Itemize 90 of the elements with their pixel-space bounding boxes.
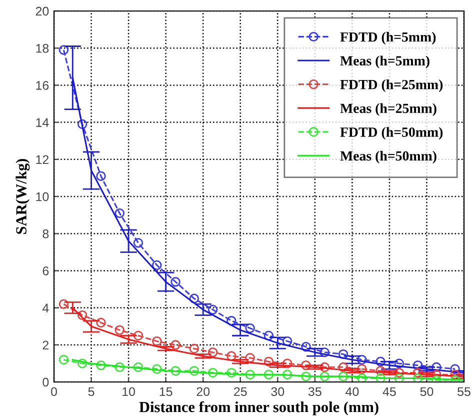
x-axis-title: Distance from inner south pole (mm) <box>139 401 378 416</box>
point <box>394 368 404 378</box>
point <box>376 356 386 366</box>
point <box>245 353 255 363</box>
legend-label: FDTD (h=25mm) <box>340 80 443 92</box>
point <box>301 360 311 370</box>
point <box>58 299 69 309</box>
point <box>77 358 88 368</box>
point <box>412 368 423 378</box>
x-tick-label: 20 <box>196 387 210 396</box>
point <box>96 360 106 370</box>
line-series <box>72 358 464 381</box>
x-tick-label: 10 <box>122 387 136 396</box>
point <box>320 362 330 372</box>
legend-label: FDTD (h=50mm) <box>340 127 443 140</box>
y-tick-label: 2 <box>42 340 49 350</box>
x-tick-label: 45 <box>382 387 396 396</box>
point <box>245 323 255 334</box>
y-tick-label: 14 <box>36 118 49 127</box>
point <box>114 208 124 218</box>
point <box>264 370 274 380</box>
point <box>412 360 423 370</box>
point <box>96 318 106 328</box>
legend-label: Meas (h=5mm) <box>340 56 430 68</box>
point <box>301 342 311 352</box>
point <box>282 370 292 380</box>
x-tick-label: 35 <box>308 387 322 396</box>
point <box>170 366 180 376</box>
x-tick-label: 30 <box>271 387 284 396</box>
y-tick-label: 8 <box>42 229 49 238</box>
point <box>432 370 442 380</box>
point <box>394 358 404 368</box>
point <box>152 364 162 374</box>
point <box>320 372 330 382</box>
point <box>77 119 88 130</box>
legend-label: FDTD (h=5mm) <box>340 32 436 45</box>
x-tick-label: 55 <box>458 387 470 396</box>
point <box>282 336 292 346</box>
point <box>338 362 348 372</box>
x-tick-label: 25 <box>234 387 247 396</box>
point <box>357 354 367 365</box>
point <box>338 349 348 360</box>
point <box>114 325 124 335</box>
x-tick-label: 5 <box>88 387 94 396</box>
point <box>282 358 292 368</box>
point <box>58 354 69 365</box>
point <box>77 310 88 320</box>
point <box>264 330 274 340</box>
legend-label: Meas (h=50mm) <box>340 150 436 164</box>
y-tick-label: 16 <box>36 81 49 90</box>
point <box>208 347 218 358</box>
y-tick-label: 12 <box>36 155 49 164</box>
point <box>450 364 460 374</box>
point <box>133 362 144 372</box>
point <box>208 368 218 378</box>
point <box>264 356 274 366</box>
point <box>245 370 255 380</box>
point <box>320 347 330 358</box>
point <box>133 238 144 248</box>
point <box>301 372 311 382</box>
point <box>376 366 386 376</box>
x-tick-label: 40 <box>346 387 359 396</box>
point <box>357 364 367 374</box>
y-tick-label: 10 <box>36 192 49 202</box>
point <box>226 368 236 378</box>
point <box>58 45 69 55</box>
point <box>189 344 200 354</box>
point <box>152 336 162 346</box>
point <box>226 316 236 326</box>
point <box>432 362 442 372</box>
point <box>170 340 180 350</box>
point <box>189 366 200 376</box>
point <box>114 362 124 372</box>
point <box>189 294 200 304</box>
point <box>133 330 144 340</box>
y-tick-label: 0 <box>42 378 49 387</box>
legend-label: Meas (h=25mm) <box>340 103 436 116</box>
point <box>338 372 348 382</box>
point <box>96 171 106 181</box>
y-tick-label: 6 <box>42 266 49 276</box>
point <box>152 260 162 270</box>
y-tick-label: 4 <box>42 304 49 312</box>
y-axis-title: SAR(W/kg) <box>16 158 30 234</box>
y-tick-label: 18 <box>36 44 49 53</box>
y-tick-label: 20 <box>36 6 49 16</box>
x-tick-label: 50 <box>420 387 434 396</box>
x-tick-label: 0 <box>51 387 57 396</box>
point <box>208 304 218 315</box>
point <box>170 276 180 287</box>
x-tick-label: 15 <box>160 387 172 396</box>
